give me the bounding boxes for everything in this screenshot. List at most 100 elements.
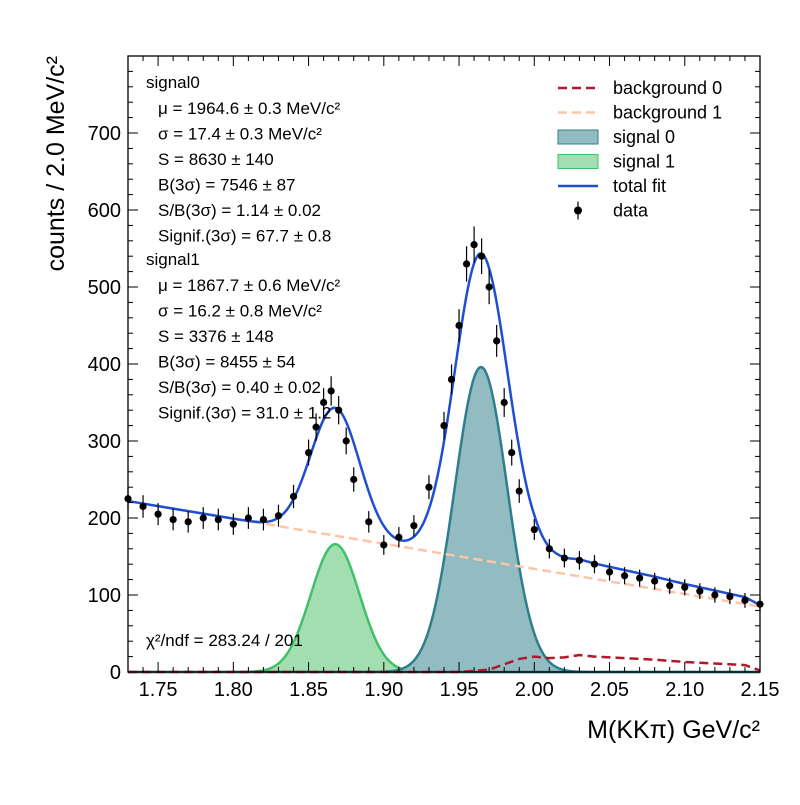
data-point bbox=[320, 388, 328, 417]
y-tick-label: 400 bbox=[88, 354, 121, 376]
data-point bbox=[350, 467, 358, 492]
y-axis-title: counts / 2.0 MeV/c² bbox=[42, 56, 70, 271]
data-point bbox=[139, 495, 147, 518]
y-tick-label: 100 bbox=[88, 585, 121, 607]
data-point bbox=[741, 592, 749, 608]
data-point bbox=[199, 507, 207, 529]
data-point bbox=[214, 508, 222, 531]
fit-param-line: μ = 1964.6 ± 0.3 MeV/c² bbox=[158, 99, 340, 118]
fit-block-title: signal1 bbox=[146, 250, 200, 269]
fit-info: signal0 μ = 1964.6 ± 0.3 MeV/c² σ = 17.4 ±… bbox=[146, 73, 340, 423]
x-tick-label: 1.90 bbox=[364, 679, 403, 701]
y-tick-label: 0 bbox=[110, 662, 121, 684]
fit-param-line: Signif.(3σ) = 67.7 ± 0.8 bbox=[158, 227, 331, 246]
data-point bbox=[470, 226, 478, 263]
data-point bbox=[478, 238, 486, 275]
data-point bbox=[515, 479, 523, 503]
fit-param-line: S = 8630 ± 140 bbox=[158, 150, 274, 169]
legend-entry: signal 1 bbox=[557, 152, 675, 172]
legend-label: total fit bbox=[613, 176, 666, 196]
x-tick-label: 2.00 bbox=[515, 679, 554, 701]
data-points bbox=[124, 226, 764, 612]
data-point bbox=[365, 511, 373, 533]
data-point bbox=[493, 324, 501, 357]
data-point bbox=[380, 535, 388, 555]
fit-param-line: B(3σ) = 7546 ± 87 bbox=[158, 176, 296, 195]
data-point bbox=[395, 527, 403, 548]
legend: background 0 background 1 signal 0 signal 1… bbox=[557, 78, 722, 221]
fit-param-line: S/B(3σ) = 1.14 ± 0.02 bbox=[158, 201, 321, 220]
data-point bbox=[575, 551, 584, 570]
fit-param-line: Signif.(3σ) = 31.0 ± 1.2 bbox=[158, 404, 331, 423]
y-tick-label: 200 bbox=[88, 508, 121, 530]
fit-param-line: σ = 17.4 ± 0.3 MeV/c² bbox=[158, 125, 322, 144]
x-tick-label: 2.10 bbox=[665, 679, 704, 701]
fit-param-line: B(3σ) = 8455 ± 54 bbox=[158, 353, 296, 372]
data-point bbox=[485, 269, 493, 305]
y-tick-label: 500 bbox=[88, 277, 121, 299]
data-point bbox=[636, 569, 644, 587]
legend-label: background 1 bbox=[613, 103, 722, 123]
data-point bbox=[500, 388, 508, 417]
data-point bbox=[545, 539, 553, 559]
legend-label: data bbox=[613, 201, 649, 221]
x-tick-label: 1.80 bbox=[214, 679, 253, 701]
data-point bbox=[342, 427, 350, 455]
x-tick-label: 1.85 bbox=[289, 679, 328, 701]
fit-param-line: σ = 16.2 ± 0.8 MeV/c² bbox=[158, 302, 322, 321]
x-axis-title: M(KKπ) GeV/c² bbox=[587, 716, 760, 744]
fit-param-line: μ = 1867.7 ± 0.6 MeV/c² bbox=[158, 276, 340, 295]
legend-entry: signal 0 bbox=[557, 127, 675, 147]
data-point bbox=[651, 572, 659, 590]
data-point bbox=[726, 588, 734, 605]
y-tick-label: 300 bbox=[88, 431, 121, 453]
data-point bbox=[169, 508, 177, 531]
chi2-label: χ²/ndf = 283.24 / 201 bbox=[146, 631, 303, 650]
legend-entry: total fit bbox=[558, 176, 666, 196]
data-point bbox=[312, 413, 320, 441]
data-point bbox=[620, 567, 629, 585]
x-tick-label: 2.15 bbox=[741, 679, 780, 701]
x-tick-label: 1.75 bbox=[139, 679, 178, 701]
tick-labels: 1.75 1.80 1.85 1.90 1.95 2.00 2.05 2.10 2.15 0 100… bbox=[88, 123, 780, 701]
data-point bbox=[711, 587, 719, 603]
data-point bbox=[530, 519, 538, 541]
y-tick-label: 700 bbox=[88, 123, 121, 145]
data-point bbox=[447, 364, 456, 395]
data-point bbox=[590, 555, 599, 574]
legend-entry: background 0 bbox=[558, 78, 722, 98]
axis-ticks bbox=[127, 55, 761, 673]
data-point bbox=[274, 504, 283, 527]
data-point bbox=[304, 439, 313, 466]
data-point bbox=[425, 475, 433, 500]
data-point bbox=[455, 309, 463, 342]
fit-block-title: signal0 bbox=[146, 73, 200, 92]
legend-label: background 0 bbox=[613, 78, 722, 98]
legend-label: signal 1 bbox=[613, 152, 675, 172]
data-point bbox=[560, 548, 568, 568]
data-point bbox=[696, 583, 704, 600]
data-point bbox=[440, 411, 448, 440]
data-point bbox=[244, 507, 252, 529]
data-point bbox=[289, 484, 298, 509]
data-point bbox=[259, 508, 268, 531]
data-point bbox=[605, 563, 614, 581]
y-tick-label: 600 bbox=[88, 200, 121, 222]
x-tick-label: 1.95 bbox=[440, 679, 479, 701]
fit-param-line: S/B(3σ) = 0.40 ± 0.02 bbox=[158, 378, 321, 397]
x-tick-label: 2.05 bbox=[590, 679, 629, 701]
data-point bbox=[462, 246, 471, 282]
data-point bbox=[681, 579, 689, 596]
data-point bbox=[229, 513, 237, 535]
legend-label: signal 0 bbox=[613, 127, 675, 147]
legend-entry: data bbox=[574, 201, 649, 221]
legend-entry: background 1 bbox=[558, 103, 722, 123]
data-point bbox=[666, 577, 674, 594]
data-point bbox=[327, 376, 335, 406]
data-point bbox=[410, 515, 418, 537]
data-point bbox=[184, 511, 192, 533]
data-point bbox=[335, 396, 343, 425]
fit-param-line: S = 3376 ± 148 bbox=[158, 327, 274, 346]
data-point bbox=[154, 503, 162, 526]
